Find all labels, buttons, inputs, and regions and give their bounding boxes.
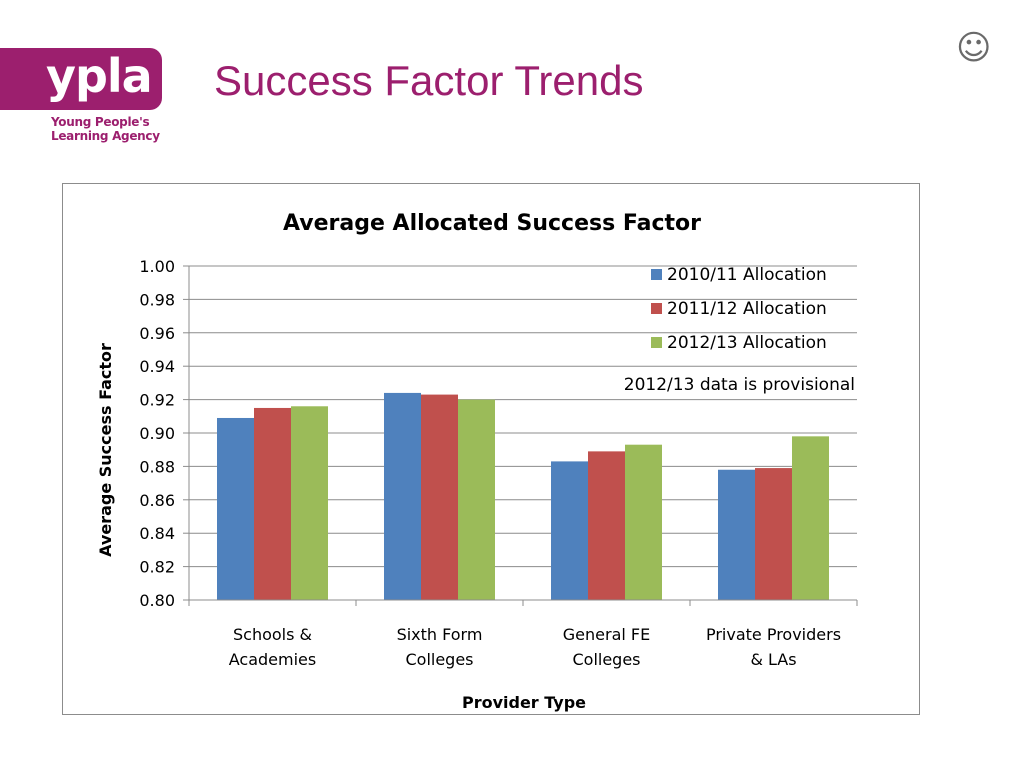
bar	[755, 468, 792, 600]
legend-label: 2012/13 Allocation	[667, 333, 827, 353]
bar-chart: Average Allocated Success Factor 1.00 0.9…	[96, 211, 858, 712]
x-tick-label: Private Providers	[706, 625, 841, 644]
bar	[458, 399, 495, 600]
logo-subtitle-line-1: Young People's	[51, 115, 150, 129]
bar	[217, 417, 254, 600]
x-tick-label: Schools &	[233, 625, 312, 644]
y-tick-label: 1.00	[139, 257, 175, 276]
bar	[551, 461, 588, 600]
y-tick-label: 0.84	[139, 524, 175, 543]
x-tick-label: Sixth Form	[397, 625, 483, 644]
bar	[384, 392, 421, 600]
bar	[792, 436, 829, 600]
x-tick-label: General FE	[563, 625, 650, 644]
provisional-note: 2012/13 data is provisional	[624, 375, 855, 395]
y-tick-label: 0.92	[139, 391, 175, 410]
bar	[254, 407, 291, 600]
legend-swatch	[651, 303, 662, 314]
x-tick-label: Colleges	[572, 650, 640, 669]
legend-swatch	[651, 269, 662, 280]
legend-label: 2011/12 Allocation	[667, 299, 827, 319]
x-tick-label: Academies	[229, 650, 316, 669]
bars	[217, 392, 829, 600]
legend-label: 2010/11 Allocation	[667, 265, 827, 285]
y-tick-label: 0.94	[139, 357, 175, 376]
legend-swatch	[651, 337, 662, 348]
x-tick-label: Colleges	[405, 650, 473, 669]
y-tick-label: 0.80	[139, 591, 175, 610]
y-tick-label: 0.82	[139, 558, 175, 577]
x-axis-title: Provider Type	[462, 693, 586, 712]
ypla-logo: ypla Young People's Learning Agency	[0, 48, 162, 148]
logo-wordmark: ypla	[46, 49, 153, 103]
chart-frame: Average Allocated Success Factor 1.00 0.9…	[62, 183, 920, 715]
y-tick-label: 0.90	[139, 424, 175, 443]
bar	[291, 406, 328, 600]
chart-title: Average Allocated Success Factor	[283, 211, 701, 236]
bar	[588, 451, 625, 600]
bar	[718, 469, 755, 600]
x-tick-label: & LAs	[750, 650, 796, 669]
y-tick-label: 0.98	[139, 290, 175, 309]
slide-title: Success Factor Trends	[214, 57, 644, 104]
y-axis-title: Average Success Factor	[96, 343, 115, 557]
y-tick-label: 0.88	[139, 457, 175, 476]
bar	[625, 444, 662, 600]
logo-subtitle-line-2: Learning Agency	[51, 129, 160, 143]
bar	[421, 394, 458, 600]
smiley-icon: ☺	[956, 28, 992, 68]
legend: 2010/11 Allocation 2011/12 Allocation 2012…	[651, 265, 827, 353]
logo-badge: ypla	[0, 48, 162, 110]
y-tick-label: 0.96	[139, 324, 175, 343]
y-tick-label: 0.86	[139, 491, 175, 510]
axes: 1.00 0.98 0.96 0.94 0.92 0.90 0.88 0.86 0.84 0.82…	[139, 257, 858, 669]
